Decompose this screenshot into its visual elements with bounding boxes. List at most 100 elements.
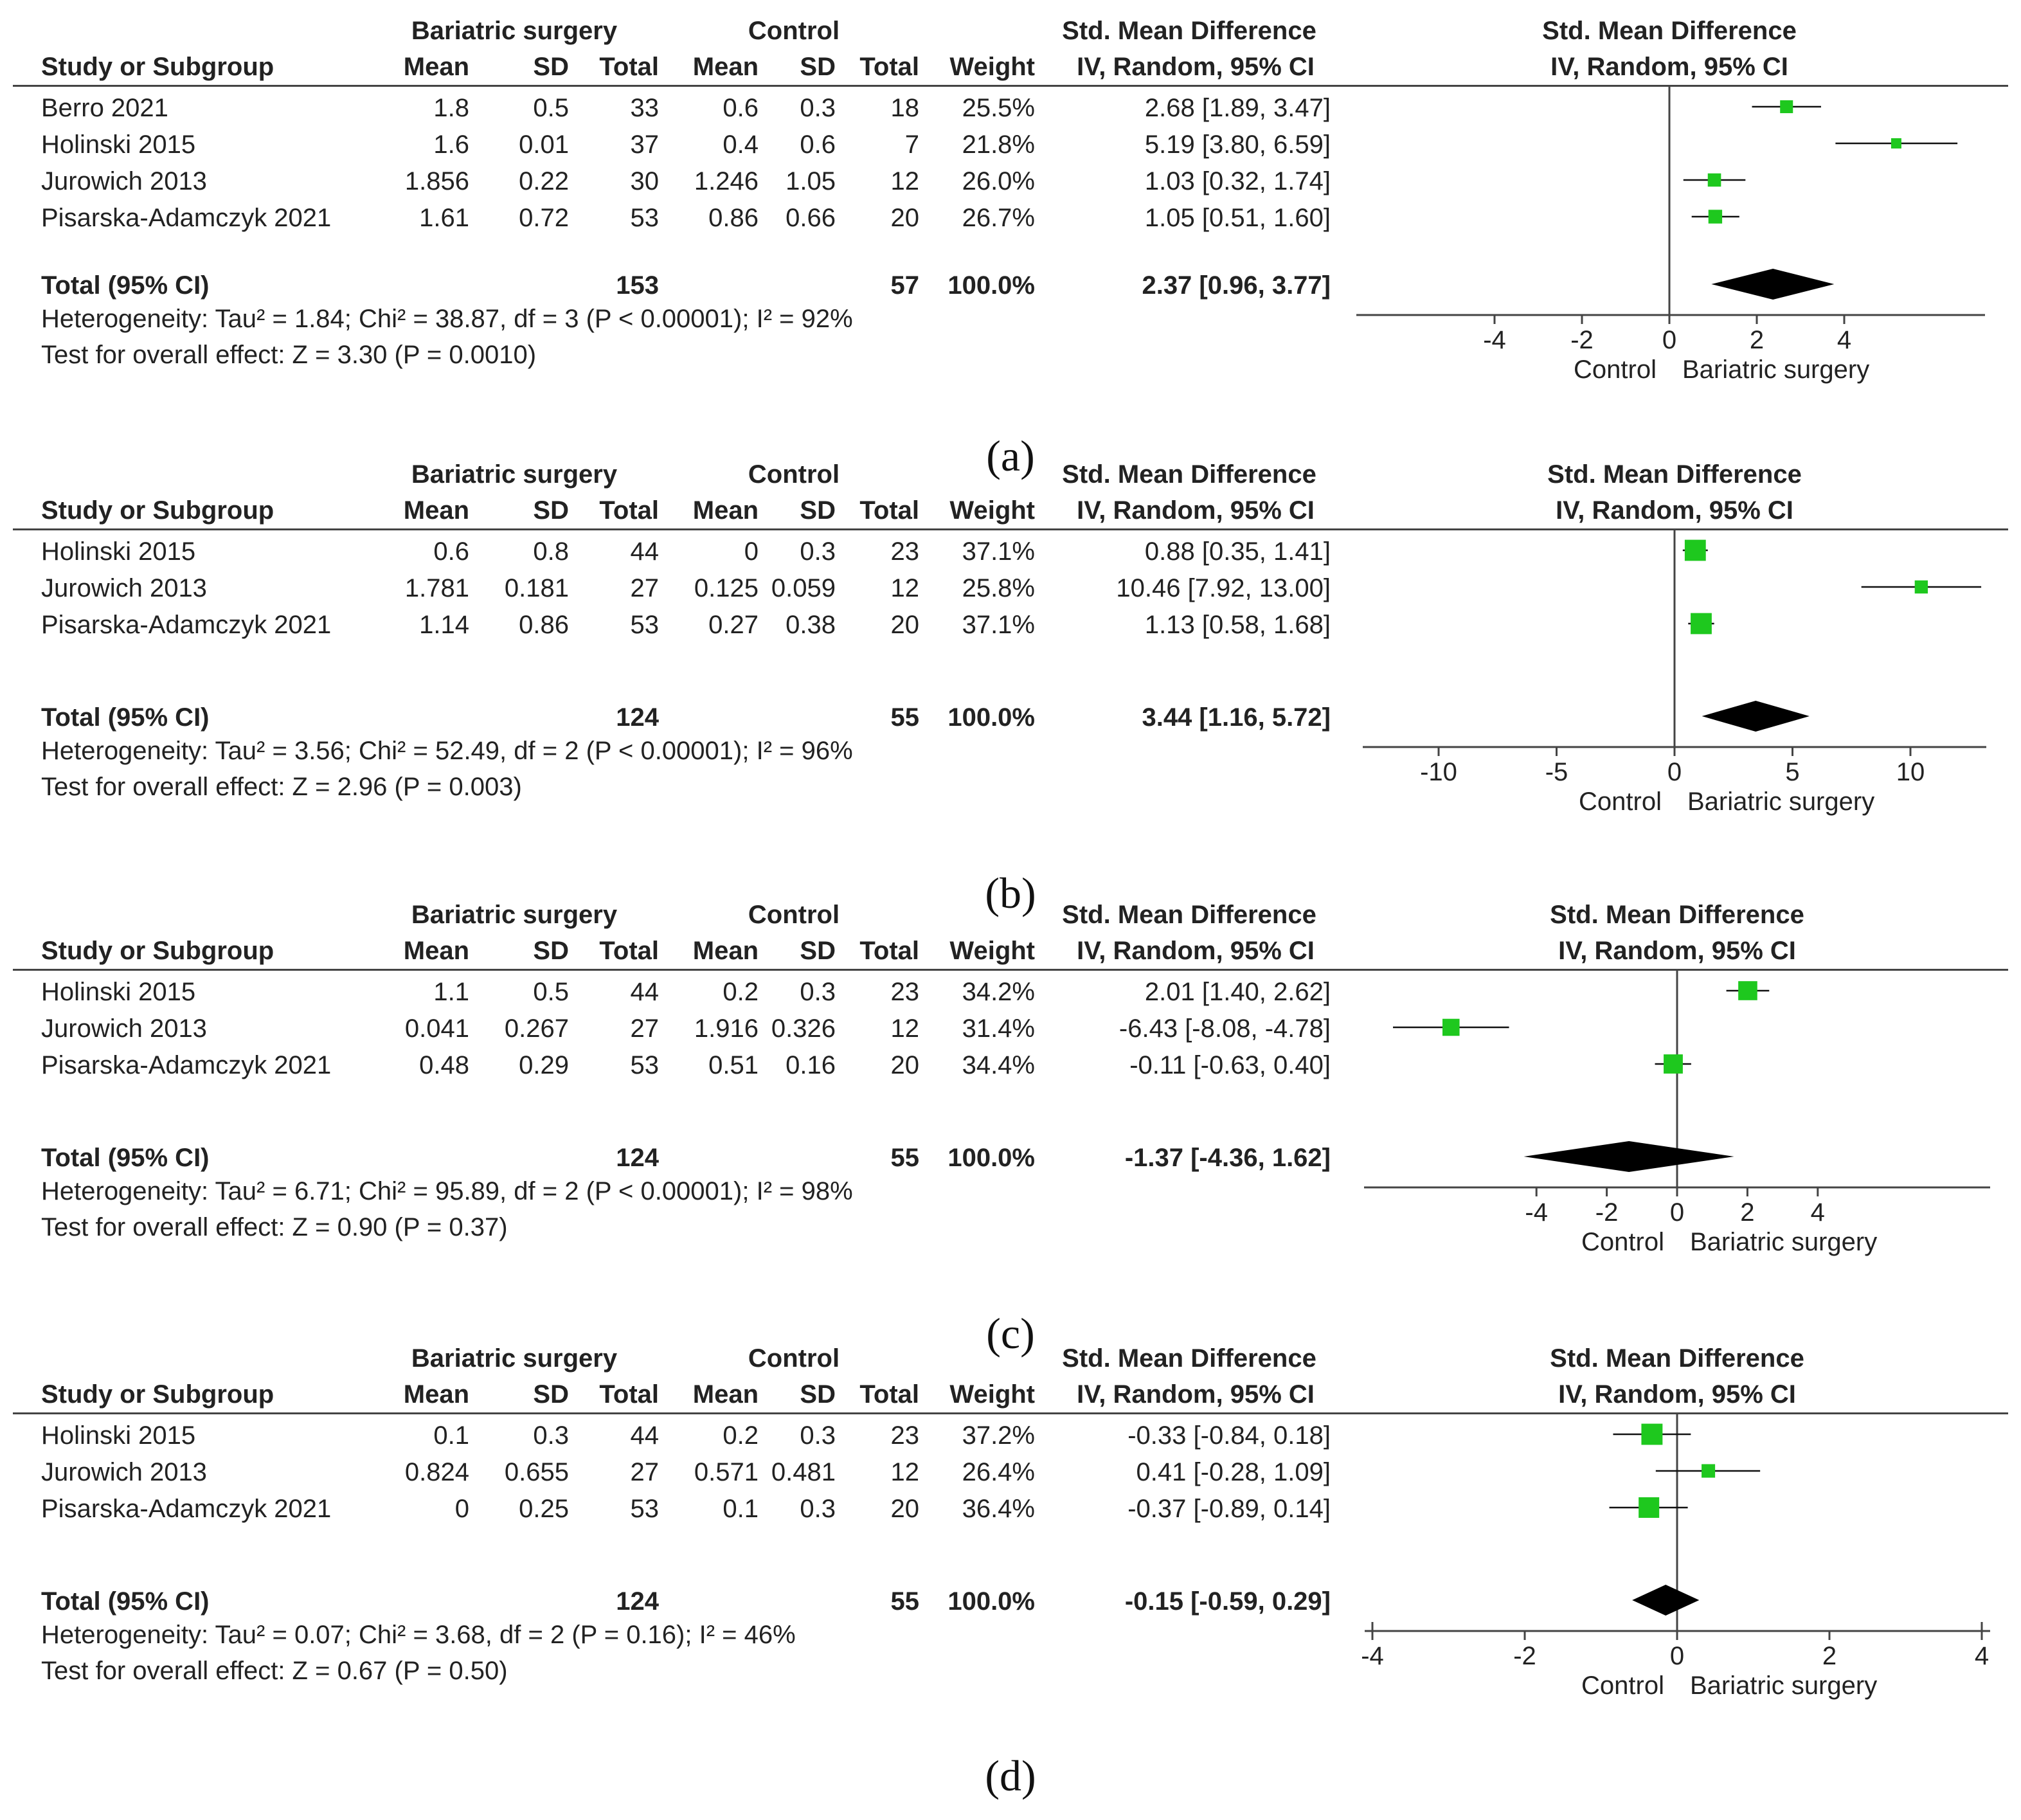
sd-header: SD	[533, 53, 569, 81]
pooled-effect-diamond	[1523, 1141, 1734, 1172]
forest-plot-panel: Bariatric surgery Control Std. Mean Differ…	[0, 884, 2021, 1328]
header-rule	[13, 528, 2008, 530]
forest-plot-panel: Bariatric surgery Control Std. Mean Differ…	[0, 444, 2021, 887]
total-label: Total (95% CI)	[41, 271, 210, 300]
group1-total: 27	[630, 574, 660, 602]
group1-header: Bariatric surgery	[411, 17, 618, 45]
x-tick-label: -5	[1545, 758, 1568, 786]
weight-header: Weight	[949, 1380, 1035, 1409]
favours-bariatric-label: Bariatric surgery	[1687, 788, 1874, 816]
mean-header: Mean	[403, 496, 469, 525]
total-weight: 100.0%	[948, 271, 1035, 300]
header-rule	[13, 85, 2008, 87]
total-weight: 100.0%	[948, 1587, 1035, 1616]
study-ci-text: -0.33 [-0.84, 0.18]	[1127, 1421, 1331, 1450]
group1-sd: 0.25	[519, 1495, 569, 1523]
study-name: Pisarska-Adamczyk 2021	[41, 611, 332, 639]
group2-mean: 0.6	[723, 94, 759, 122]
x-tick-label: -10	[1420, 758, 1457, 786]
group1-mean: 1.61	[419, 204, 469, 232]
study-effect-marker	[1738, 981, 1757, 1000]
x-tick-label: 5	[1785, 758, 1799, 786]
total-label: Total (95% CI)	[41, 1587, 210, 1616]
study-effect-marker	[1691, 613, 1712, 635]
group1-total: 30	[630, 167, 660, 195]
study-name: Holinski 2015	[41, 1421, 196, 1450]
x-tick-label: 4	[1811, 1198, 1825, 1227]
plot-title-header: Std. Mean Difference	[1542, 17, 1797, 45]
pooled-effect-diamond	[1632, 1585, 1700, 1616]
group1-mean: 0.824	[404, 1458, 469, 1486]
study-column-header: Study or Subgroup	[41, 1380, 274, 1409]
study-name: Pisarska-Adamczyk 2021	[41, 1051, 332, 1079]
total-ci-text: 3.44 [1.16, 5.72]	[1142, 703, 1331, 732]
study-effect-marker	[1914, 580, 1928, 594]
group2-sd: 0.3	[800, 94, 836, 122]
study-effect-marker	[1708, 210, 1723, 224]
heterogeneity-text: Heterogeneity: Tau² = 3.56; Chi² = 52.49…	[41, 737, 853, 765]
overall-effect-text: Test for overall effect: Z = 0.90 (P = 0…	[41, 1213, 508, 1241]
group2-mean: 0.571	[694, 1458, 759, 1486]
sd-header: SD	[533, 1380, 569, 1409]
mean-header: Mean	[692, 937, 759, 965]
x-tick-label: 0	[1667, 758, 1682, 786]
group2-mean: 0.27	[708, 611, 759, 639]
group1-total: 44	[630, 1421, 660, 1450]
total-group2-n: 55	[890, 1144, 920, 1172]
study-weight: 37.1%	[962, 611, 1035, 639]
group2-header: Control	[748, 460, 840, 489]
heterogeneity-text: Heterogeneity: Tau² = 6.71; Chi² = 95.89…	[41, 1177, 853, 1205]
group1-total: 27	[630, 1458, 660, 1486]
study-weight: 31.4%	[962, 1014, 1035, 1043]
group1-total: 27	[630, 1014, 660, 1043]
effect-title-header: Std. Mean Difference	[1062, 1344, 1316, 1373]
study-ci-text: 5.19 [3.80, 6.59]	[1144, 131, 1331, 159]
group2-mean: 0	[744, 537, 759, 566]
group1-sd: 0.01	[519, 131, 569, 159]
total-group1-n: 124	[616, 1144, 659, 1172]
x-tick-label: 4	[1975, 1642, 1989, 1670]
forest-plot: -4 -2 0 2 4 Control Bariatric surgery	[1356, 86, 1985, 384]
group1-mean: 0	[454, 1495, 469, 1523]
group2-total: 23	[890, 1421, 920, 1450]
pooled-effect-diamond	[1702, 701, 1810, 732]
study-effect-marker	[1702, 1464, 1716, 1478]
study-effect-marker	[1442, 1018, 1460, 1036]
group2-total: 20	[890, 611, 920, 639]
x-tick-label: -2	[1513, 1642, 1536, 1670]
group1-mean: 1.8	[433, 94, 469, 122]
study-ci-text: -0.37 [-0.89, 0.14]	[1127, 1495, 1331, 1523]
group2-mean: 0.1	[723, 1495, 759, 1523]
favours-control-label: Control	[1581, 1671, 1664, 1700]
overall-effect-text: Test for overall effect: Z = 3.30 (P = 0…	[41, 341, 537, 369]
study-effect-marker	[1684, 539, 1706, 561]
group2-total: 20	[890, 1051, 920, 1079]
x-tick-label: 4	[1837, 326, 1851, 354]
group2-sd: 0.059	[771, 574, 836, 602]
sd-header: SD	[800, 496, 836, 525]
study-column-header: Study or Subgroup	[41, 937, 274, 965]
study-ci-text: 2.01 [1.40, 2.62]	[1144, 978, 1331, 1006]
favours-control-label: Control	[1574, 356, 1657, 384]
group2-total: 12	[890, 167, 920, 195]
group2-sd: 0.3	[800, 537, 836, 566]
forest-plot: -4 -2 0 2 4 Control Bariatric surgery	[1364, 970, 1990, 1256]
group1-sd: 0.72	[519, 204, 569, 232]
group2-total: 12	[890, 1014, 920, 1043]
sd-header: SD	[800, 53, 836, 81]
study-name: Pisarska-Adamczyk 2021	[41, 1495, 332, 1523]
plot-method-header: IV, Random, 95% CI	[1558, 1380, 1796, 1409]
x-tick-label: -4	[1361, 1642, 1384, 1670]
study-effect-marker	[1641, 1423, 1663, 1445]
group2-header: Control	[748, 1344, 840, 1373]
group2-mean: 0.125	[694, 574, 759, 602]
group1-mean: 1.6	[433, 131, 469, 159]
group1-sd: 0.22	[519, 167, 569, 195]
group2-mean: 0.2	[723, 1421, 759, 1450]
study-weight: 37.1%	[962, 537, 1035, 566]
study-name: Pisarska-Adamczyk 2021	[41, 204, 332, 232]
study-column-header: Study or Subgroup	[41, 53, 274, 81]
study-ci-text: 10.46 [7.92, 13.00]	[1116, 574, 1331, 602]
group2-header: Control	[748, 901, 840, 929]
favours-bariatric-label: Bariatric surgery	[1690, 1671, 1877, 1700]
